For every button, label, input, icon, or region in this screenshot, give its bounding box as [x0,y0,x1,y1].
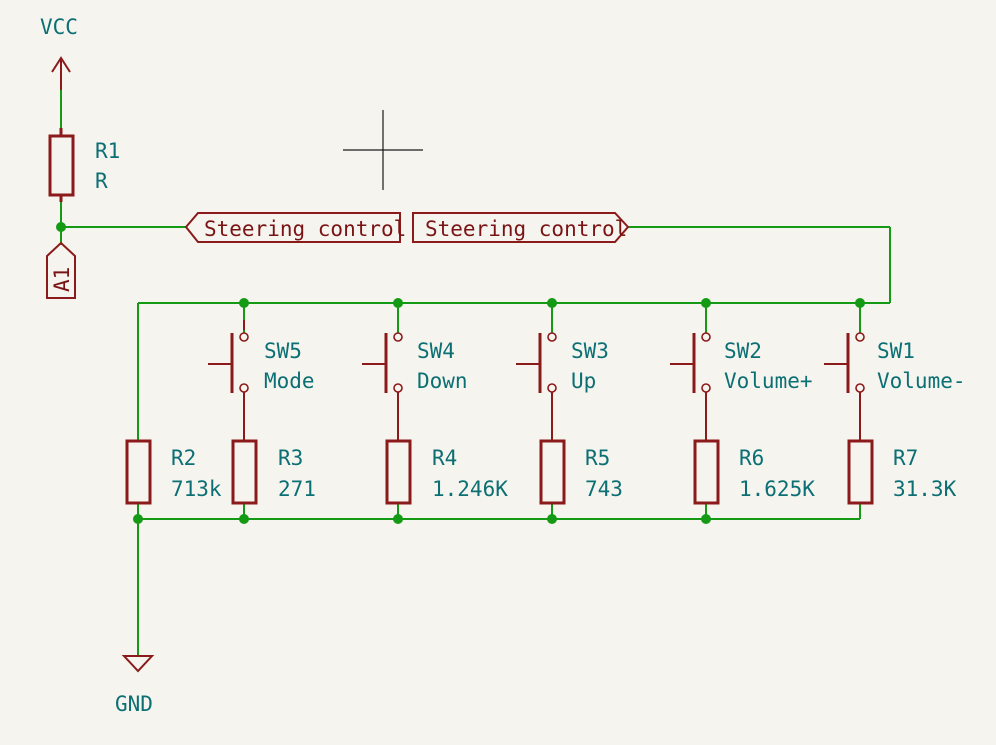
r4-value: 1.246K [432,477,508,501]
sw4-value: Down [417,369,468,393]
vcc-power-symbol[interactable]: VCC [40,15,78,90]
switch-sw5[interactable]: SW5 Mode [208,320,315,440]
gnd-label: GND [115,692,153,716]
r5-ref: R5 [585,446,610,470]
r1-ref: R1 [95,139,120,163]
hier-label-left-text: Steering control [204,217,406,241]
wires [60,88,891,655]
r4-ref: R4 [432,446,457,470]
resistor-r7[interactable]: R7 31.3K [847,439,957,505]
hier-label-right[interactable]: Steering control [412,212,630,243]
switch-sw2[interactable]: SW2 Volume+ [670,332,813,440]
a1-port-flag[interactable]: A1 [46,241,76,299]
resistor-r2[interactable]: R2 713k [125,439,222,505]
crosshair-cursor-icon [343,110,423,190]
sw3-ref: SW3 [571,339,609,363]
resistor-r3[interactable]: R3 271 [231,439,316,505]
junctions [56,222,865,524]
sw1-ref: SW1 [877,339,915,363]
switch-sw1[interactable]: SW1 Volume- [824,332,966,440]
r7-value: 31.3K [893,477,957,501]
sw2-value: Volume+ [724,369,813,393]
resistor-r6[interactable]: R6 1.625K [693,439,815,505]
switch-sw3[interactable]: SW3 Up [516,332,609,440]
r1-value: R [95,169,108,193]
sw3-value: Up [571,369,596,393]
switch-sw4[interactable]: SW4 Down [362,332,468,440]
hier-label-left[interactable]: Steering control [184,212,406,243]
gnd-power-symbol[interactable]: GND [115,655,155,716]
resistor-r5[interactable]: R5 743 [539,439,623,505]
sw1-value: Volume- [877,369,966,393]
r2-ref: R2 [171,446,196,470]
hier-label-right-text: Steering control [425,217,627,241]
sw4-ref: SW4 [417,339,455,363]
resistor-r4[interactable]: R4 1.246K [385,439,508,505]
r7-ref: R7 [893,446,918,470]
a1-label: A1 [50,267,74,292]
vcc-label: VCC [40,15,78,39]
r6-ref: R6 [739,446,764,470]
sw5-value: Mode [264,369,315,393]
sw2-ref: SW2 [724,339,762,363]
r6-value: 1.625K [739,477,815,501]
resistor-r1[interactable]: R1 R [48,128,120,202]
r2-value: 713k [171,477,222,501]
r5-value: 743 [585,477,623,501]
sw5-ref: SW5 [264,339,302,363]
r3-ref: R3 [278,446,303,470]
r3-value: 271 [278,477,316,501]
